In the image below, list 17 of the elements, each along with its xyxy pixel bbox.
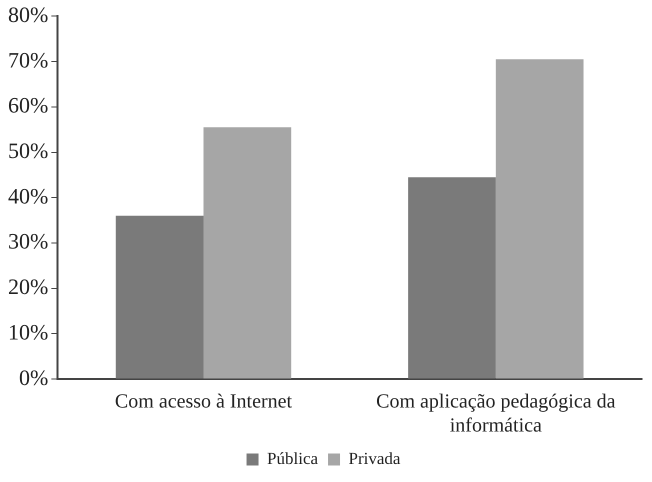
legend-label: Privada xyxy=(348,448,401,468)
bar xyxy=(203,127,292,378)
y-tick-label: 0% xyxy=(19,364,48,390)
y-tick-label: 50% xyxy=(8,138,48,164)
bar xyxy=(496,59,584,378)
legend-label: Pública xyxy=(267,448,318,468)
y-tick-label: 80% xyxy=(8,2,48,27)
y-tick-label: 30% xyxy=(8,228,48,254)
y-tick-label: 10% xyxy=(8,319,48,344)
y-tick-label: 60% xyxy=(8,92,48,118)
y-tick-label: 70% xyxy=(8,47,48,72)
y-tick-label: 40% xyxy=(8,183,48,208)
y-tick-label: 20% xyxy=(8,274,48,300)
bar xyxy=(116,216,204,378)
x-tick-label: Com aplicação pedagógica da informática xyxy=(376,390,616,436)
x-tick-label: Com acesso à Internet xyxy=(114,390,293,412)
bar xyxy=(408,177,496,378)
